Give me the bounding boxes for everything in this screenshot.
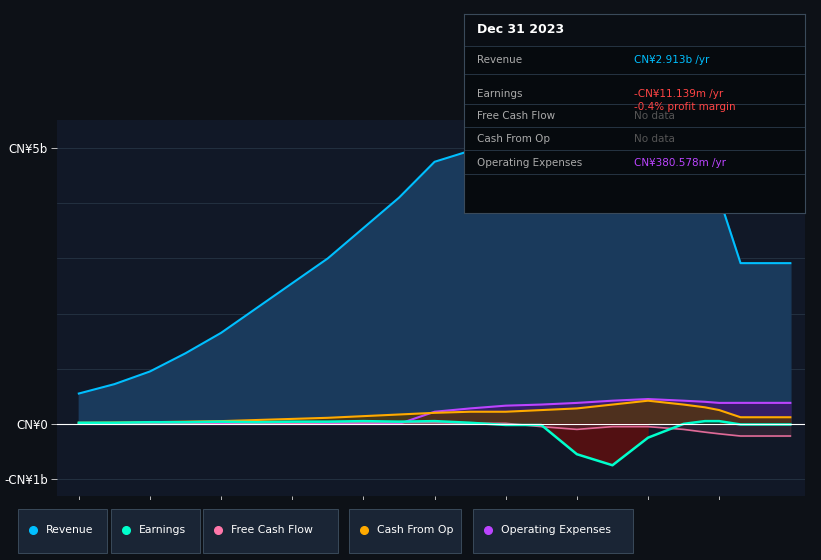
Text: Dec 31 2023: Dec 31 2023	[478, 24, 565, 36]
Text: Earnings: Earnings	[478, 88, 523, 99]
FancyBboxPatch shape	[18, 509, 107, 553]
Text: No data: No data	[635, 111, 675, 122]
Text: -0.4% profit margin: -0.4% profit margin	[635, 102, 736, 113]
FancyBboxPatch shape	[349, 509, 461, 553]
Text: No data: No data	[635, 134, 675, 144]
Text: -CN¥11.139m /yr: -CN¥11.139m /yr	[635, 88, 723, 99]
Text: Operating Expenses: Operating Expenses	[501, 525, 611, 535]
Text: Cash From Op: Cash From Op	[478, 134, 551, 144]
Text: Operating Expenses: Operating Expenses	[478, 158, 583, 168]
Text: Cash From Op: Cash From Op	[377, 525, 453, 535]
Text: Free Cash Flow: Free Cash Flow	[478, 111, 556, 122]
Text: Earnings: Earnings	[139, 525, 186, 535]
FancyBboxPatch shape	[111, 509, 200, 553]
Text: Revenue: Revenue	[46, 525, 94, 535]
Bar	[464, 14, 805, 46]
Text: Revenue: Revenue	[478, 55, 523, 65]
Text: CN¥380.578m /yr: CN¥380.578m /yr	[635, 158, 727, 168]
Text: Free Cash Flow: Free Cash Flow	[231, 525, 313, 535]
Text: CN¥2.913b /yr: CN¥2.913b /yr	[635, 55, 709, 65]
FancyBboxPatch shape	[473, 509, 633, 553]
FancyBboxPatch shape	[203, 509, 338, 553]
